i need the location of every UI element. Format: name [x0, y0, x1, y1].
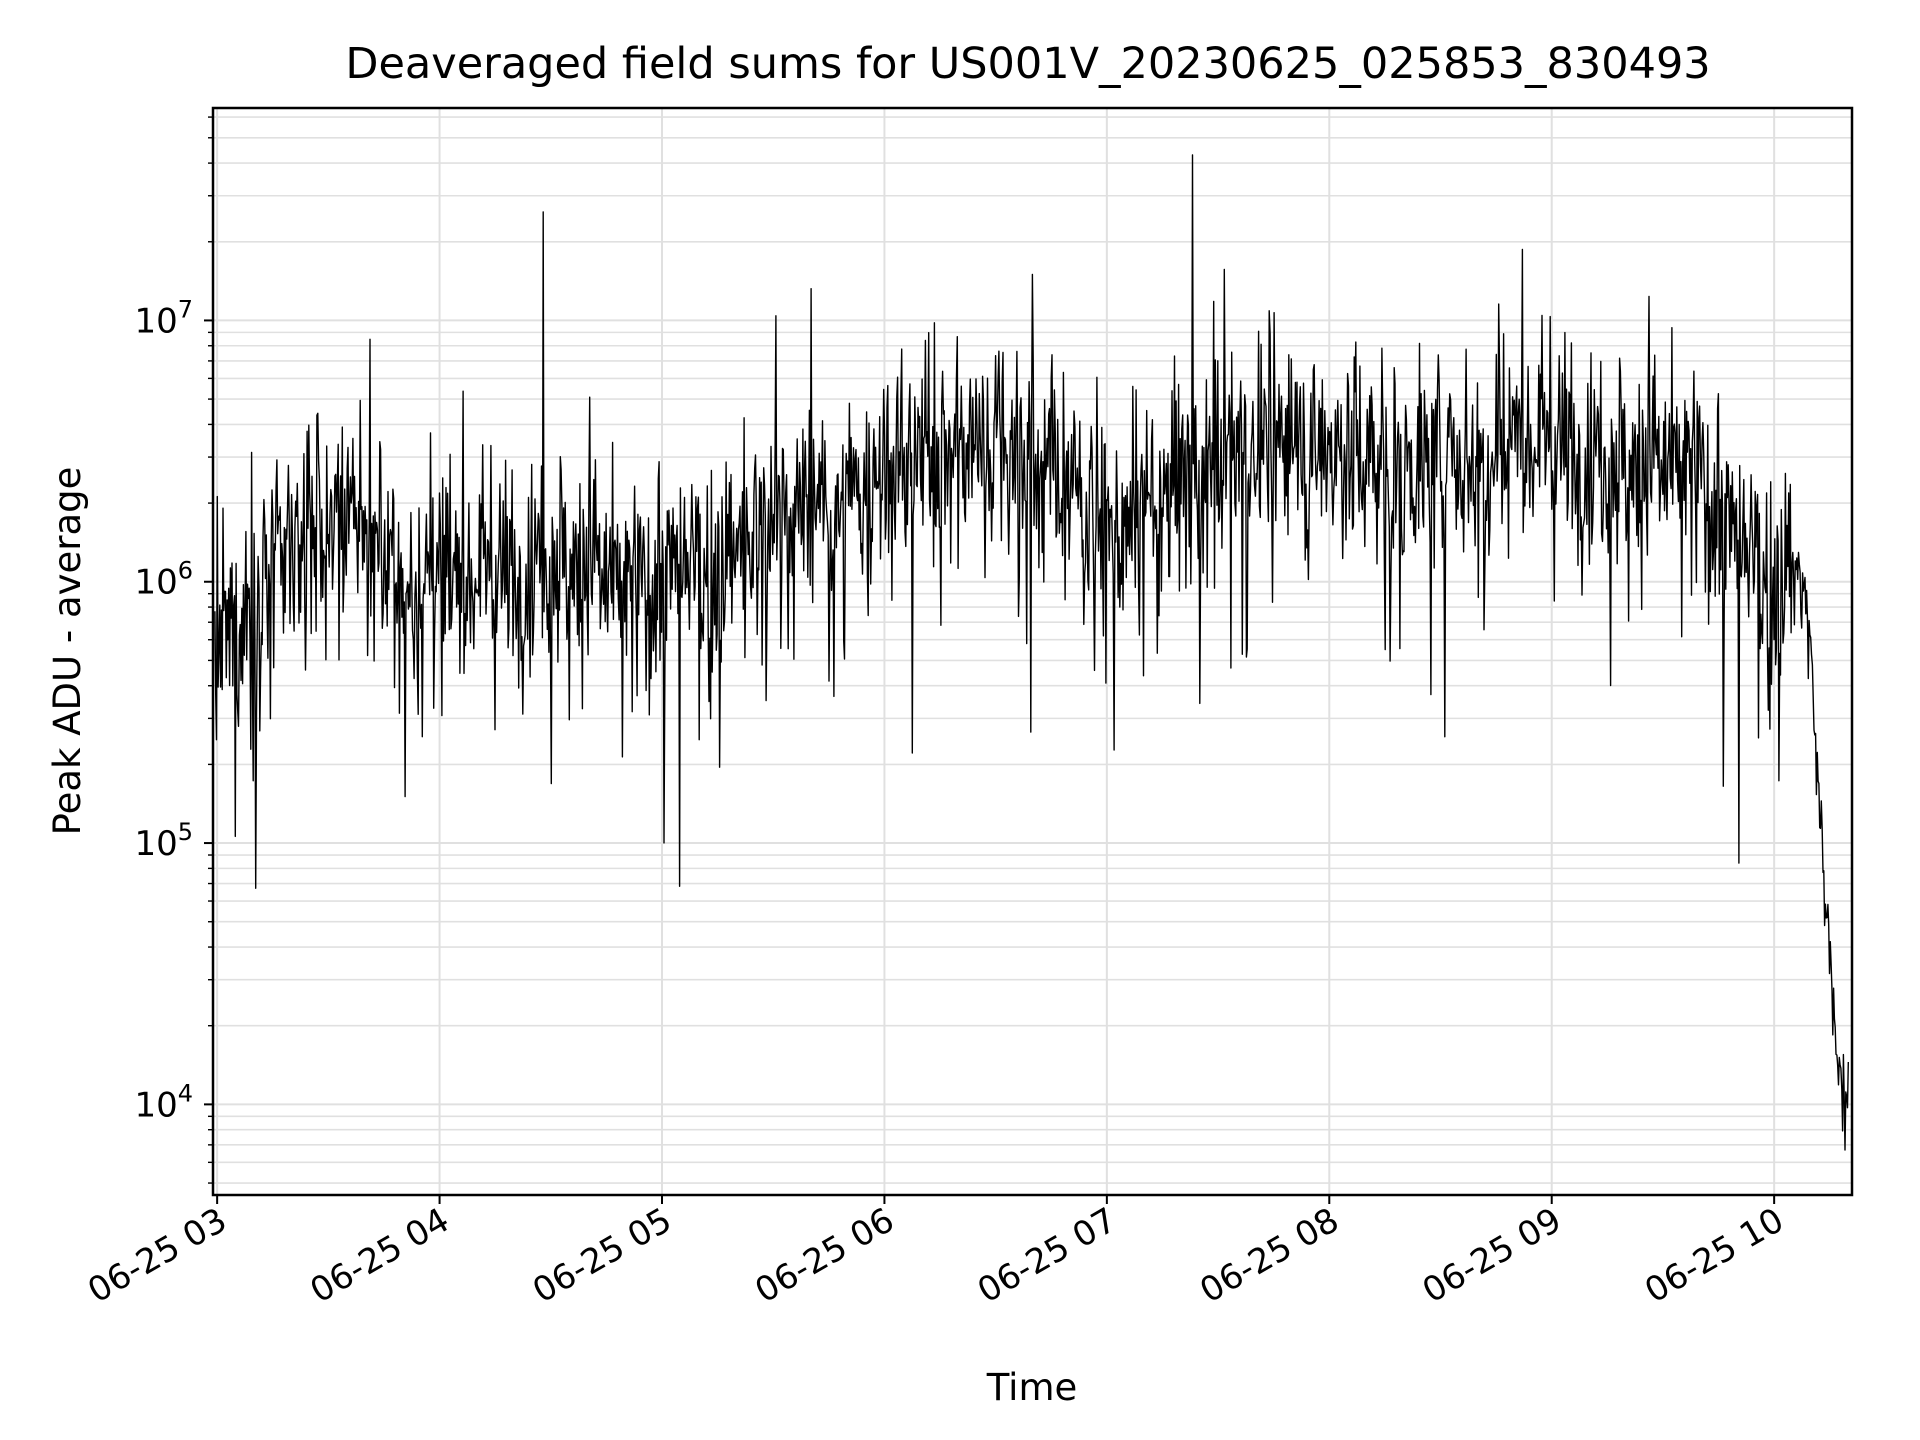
y-axis: 104 105 106 107 [134, 116, 213, 1184]
y-tick-label: 107 [134, 295, 193, 341]
y-tick-label: 105 [134, 818, 193, 864]
y-tick-label: 106 [134, 557, 193, 603]
plot-frame [211, 106, 1854, 1197]
y-tick-label: 104 [134, 1079, 193, 1125]
y-axis-label: Peak ADU - average [46, 467, 89, 836]
plot-area [214, 154, 1849, 1151]
x-axis-label: Time [986, 1366, 1078, 1409]
grid [213, 108, 1852, 1195]
chart-title: Deaveraged field sums for US001V_2023062… [345, 39, 1710, 89]
series-line [214, 154, 1849, 1151]
